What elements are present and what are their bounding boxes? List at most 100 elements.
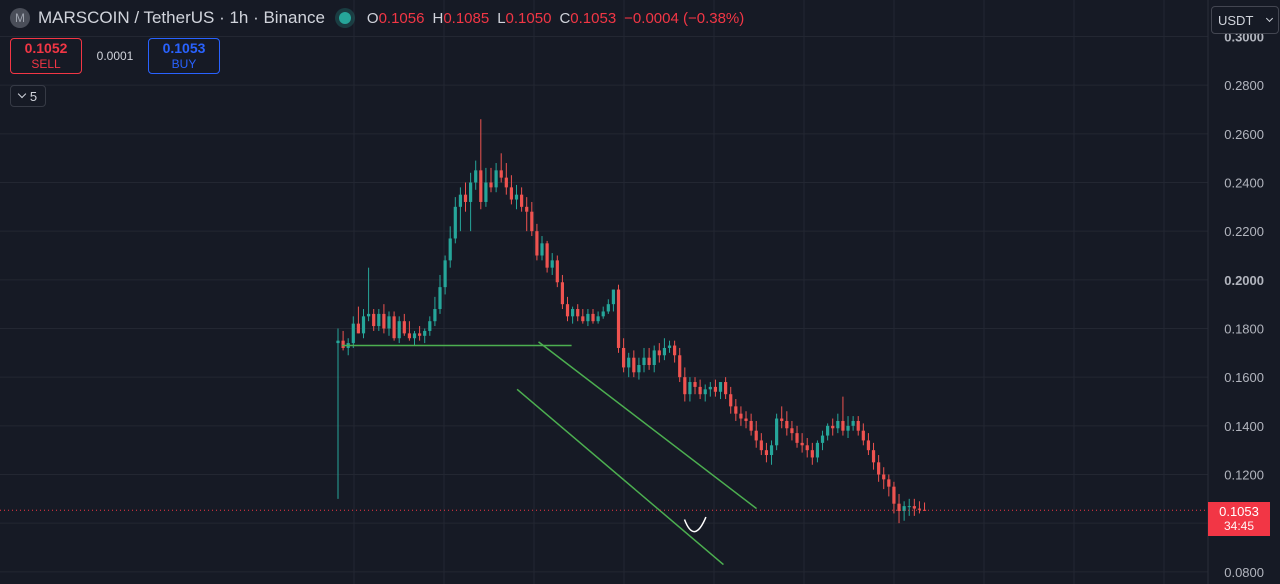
candle-body <box>632 357 636 373</box>
symbol-title[interactable]: MARSCOIN / TetherUS · 1h · Binance <box>38 8 325 27</box>
candle <box>540 236 544 261</box>
candle <box>647 347 651 370</box>
candle-body <box>815 442 820 458</box>
candle-body <box>744 418 748 421</box>
candle-body <box>356 323 361 334</box>
candle <box>749 413 753 436</box>
candle-body <box>550 260 554 268</box>
y-tick-label: 0.0800 <box>1224 565 1264 580</box>
candle-body <box>530 211 534 232</box>
candle <box>474 160 478 190</box>
candle-body <box>657 350 661 356</box>
last-price-value: 0.1053 <box>1219 504 1259 519</box>
candle <box>428 316 432 336</box>
candle-body <box>596 316 600 322</box>
candle-body <box>718 382 723 392</box>
candle-body <box>662 347 667 356</box>
y-tick-label: 0.1800 <box>1224 322 1264 337</box>
candle <box>499 153 503 183</box>
candle-body <box>351 323 355 344</box>
candle-body <box>514 194 519 200</box>
candle <box>469 172 473 232</box>
candle <box>688 377 692 402</box>
rounding-bottom-curve[interactable] <box>683 516 707 533</box>
candle <box>662 338 667 361</box>
candle <box>387 311 391 336</box>
candle <box>560 274 565 310</box>
candle-body <box>611 289 616 305</box>
candle <box>759 433 763 456</box>
candle <box>922 502 927 511</box>
candle-body <box>479 170 483 202</box>
channel-trend-line[interactable] <box>538 341 757 510</box>
candle-body <box>407 333 412 339</box>
indicators-count: 5 <box>29 88 38 104</box>
candle <box>489 167 493 193</box>
candle-body <box>912 506 916 509</box>
candle-body <box>428 321 432 331</box>
candle <box>402 313 406 336</box>
market-open-dot-icon <box>338 12 351 24</box>
candle <box>734 399 738 421</box>
candle <box>504 163 508 195</box>
candle <box>555 255 559 288</box>
currency-select[interactable]: USDT <box>1211 6 1279 34</box>
candle <box>336 328 340 499</box>
candle <box>550 253 554 275</box>
candle-body <box>678 355 682 378</box>
y-tick-label: 0.1200 <box>1224 468 1264 483</box>
candle-body <box>622 347 626 368</box>
candle <box>611 289 616 312</box>
candle-body <box>489 182 493 188</box>
indicators-collapse-button[interactable]: 5 <box>10 85 46 107</box>
sell-button[interactable]: 0.1052 SELL <box>10 38 82 74</box>
candle-body <box>856 420 860 431</box>
candle-body <box>897 503 901 511</box>
candle-body <box>826 425 830 436</box>
chart-grid <box>0 0 1208 584</box>
candle <box>606 299 610 314</box>
candle-body <box>892 486 896 504</box>
channel-trend-line[interactable] <box>516 388 724 566</box>
candle-body <box>866 440 871 451</box>
candle <box>448 226 452 268</box>
candle-body <box>851 420 855 426</box>
candle-body <box>846 425 850 431</box>
candle-body <box>581 316 585 322</box>
candle <box>667 340 672 353</box>
candle-body <box>754 430 758 441</box>
candle-body <box>877 462 881 475</box>
candle-body <box>724 382 728 395</box>
candle-body <box>698 386 702 395</box>
candle-body <box>412 333 417 339</box>
candle <box>841 396 845 436</box>
candle-body <box>520 194 524 207</box>
candle <box>897 493 901 524</box>
candle <box>744 411 748 429</box>
candle <box>453 197 457 244</box>
candle <box>356 306 361 334</box>
chart-legend: M MARSCOIN / TetherUS · 1h · Binance O0.… <box>10 8 744 28</box>
candle <box>739 406 743 426</box>
buy-button[interactable]: 0.1053 BUY <box>148 38 220 74</box>
candle-body <box>545 243 549 268</box>
candle-body <box>336 340 340 344</box>
candle <box>652 345 656 373</box>
candle <box>800 433 804 453</box>
candle <box>463 182 468 212</box>
candle-body <box>504 177 508 188</box>
candle <box>708 382 712 397</box>
high-label: H <box>432 9 444 27</box>
candle <box>856 416 860 436</box>
candle <box>586 309 590 327</box>
candle <box>861 423 865 446</box>
candle <box>729 386 733 414</box>
candle-body <box>382 313 386 329</box>
candle-body <box>739 413 743 419</box>
candle <box>917 501 922 514</box>
low-value: 0.1050 <box>505 9 552 27</box>
candle-body <box>734 406 738 414</box>
candle <box>484 167 488 207</box>
candle-body <box>453 206 457 239</box>
